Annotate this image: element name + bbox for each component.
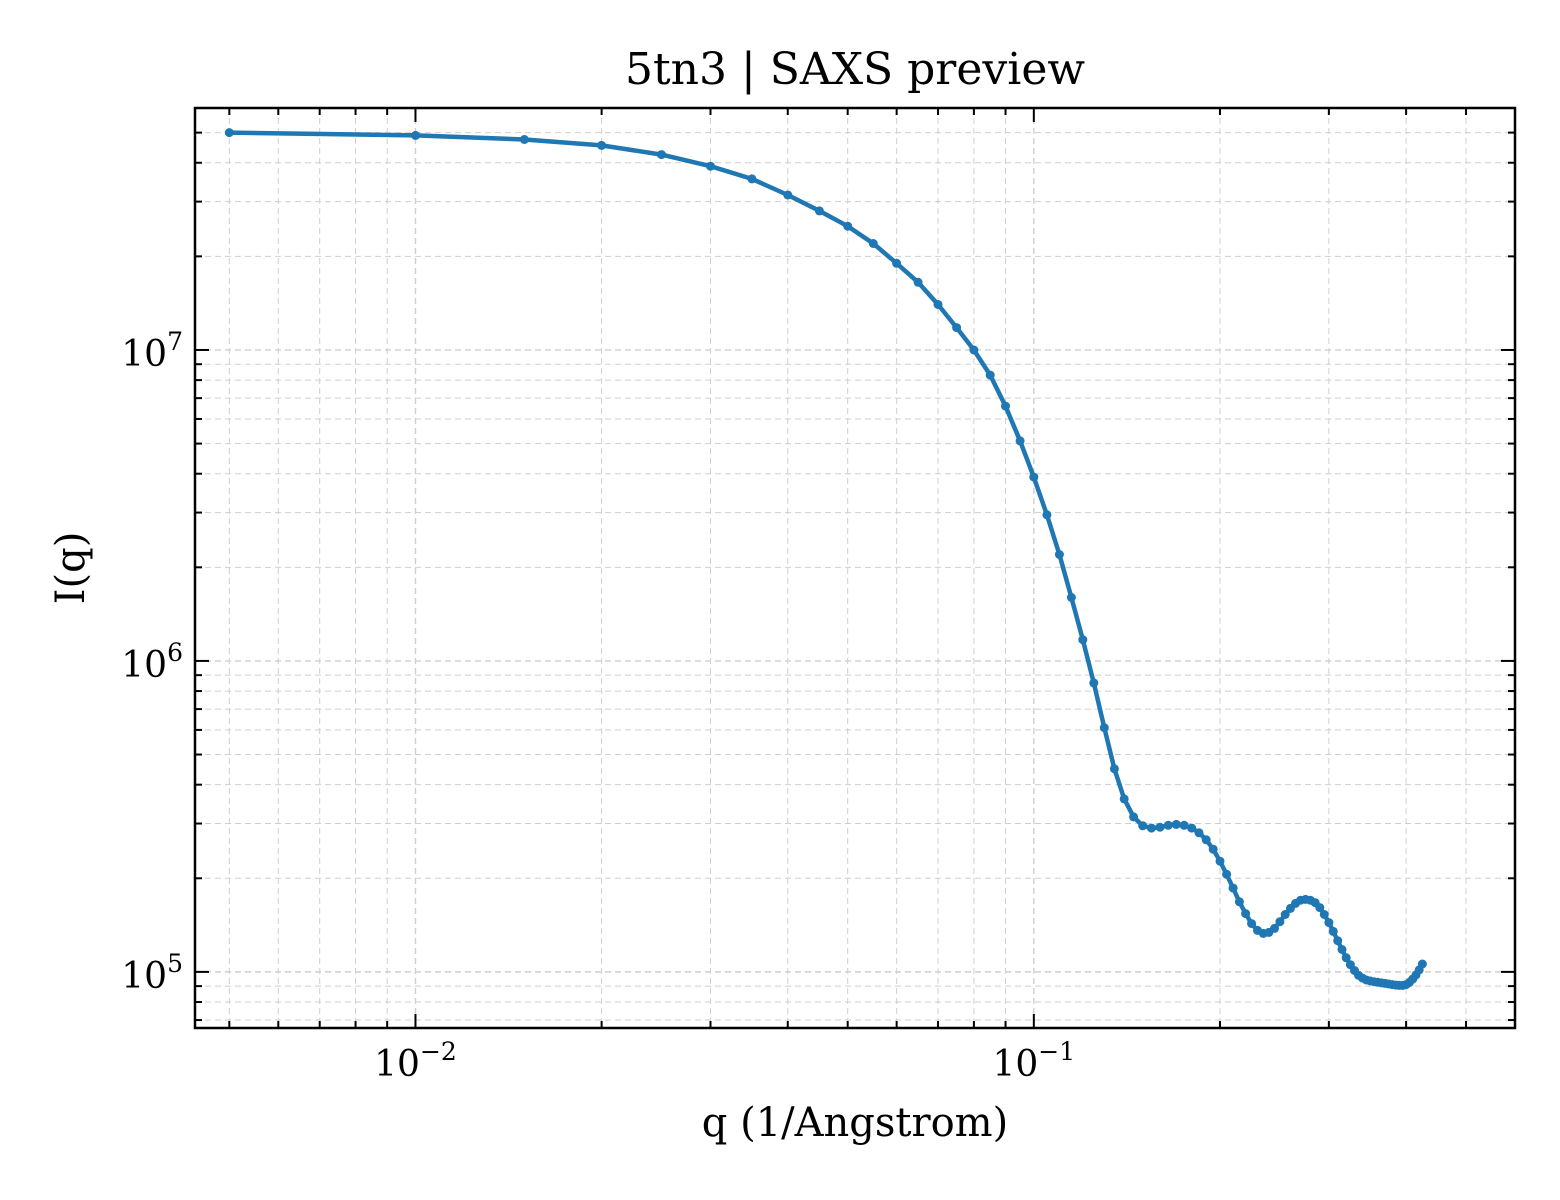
data-point <box>1138 821 1148 831</box>
data-point <box>706 161 715 171</box>
data-point <box>843 221 853 231</box>
data-point <box>597 140 607 150</box>
data-point <box>952 323 962 333</box>
data-point <box>1066 593 1076 602</box>
data-point <box>519 135 529 144</box>
data-point <box>1319 910 1329 919</box>
data-point <box>1109 764 1119 774</box>
y-tick-label: 107 <box>121 327 183 375</box>
data-point <box>1029 472 1039 482</box>
data-point <box>1194 828 1204 838</box>
data-point <box>1015 436 1025 446</box>
data-point <box>1001 401 1010 411</box>
data-point <box>1247 919 1257 929</box>
data-point <box>1042 510 1052 520</box>
data-point <box>1337 945 1347 954</box>
data-point <box>1179 820 1189 830</box>
y-tick-label: 105 <box>121 949 183 997</box>
data-point <box>1129 812 1139 822</box>
data-point <box>1275 917 1285 927</box>
data-point <box>1228 883 1238 893</box>
data-point <box>1119 794 1129 804</box>
data-point <box>783 190 793 200</box>
data-point <box>814 206 824 216</box>
data-point <box>969 345 979 355</box>
data-point <box>1171 819 1181 829</box>
data-point <box>1078 635 1088 645</box>
data-point <box>913 277 923 287</box>
data-point <box>1089 678 1099 688</box>
data-point <box>1315 903 1325 913</box>
axis-ticks: 10−2 10−1 105 106 107 <box>121 107 1515 1085</box>
data-point <box>1241 909 1251 919</box>
data-point <box>1155 822 1165 832</box>
data-point <box>1222 869 1232 879</box>
data-point <box>1187 823 1197 833</box>
data-point <box>1147 823 1156 833</box>
chart-title: 5tn3 | SAXS preview <box>625 44 1085 95</box>
data-point <box>1099 723 1109 733</box>
data-point <box>1234 897 1244 907</box>
plot-area <box>224 128 1427 990</box>
data-point <box>1333 936 1343 946</box>
data-point <box>1215 856 1225 866</box>
data-point <box>1163 820 1173 830</box>
data-point <box>657 150 666 160</box>
data-point <box>1280 910 1290 919</box>
data-point <box>1341 953 1351 963</box>
data-point <box>411 130 420 140</box>
y-tick-label: 106 <box>121 638 183 686</box>
data-point <box>1324 918 1334 928</box>
data-point <box>1208 844 1218 854</box>
data-point <box>224 128 234 138</box>
data-point <box>892 258 902 268</box>
x-axis-label: q (1/Angstrom) <box>702 1100 1008 1146</box>
x-tick-label: 10−2 <box>374 1037 457 1085</box>
data-point <box>1201 835 1211 845</box>
data-point <box>747 174 757 184</box>
data-point <box>868 239 878 248</box>
grid <box>195 107 1515 1028</box>
data-point <box>1417 959 1427 969</box>
data-point <box>1270 923 1279 933</box>
data-point <box>933 300 943 309</box>
data-point <box>1054 550 1064 559</box>
x-tick-label: 10−1 <box>992 1037 1075 1085</box>
data-point <box>985 370 995 380</box>
data-point <box>1328 926 1338 936</box>
y-axis-label: I(q) <box>48 532 94 605</box>
